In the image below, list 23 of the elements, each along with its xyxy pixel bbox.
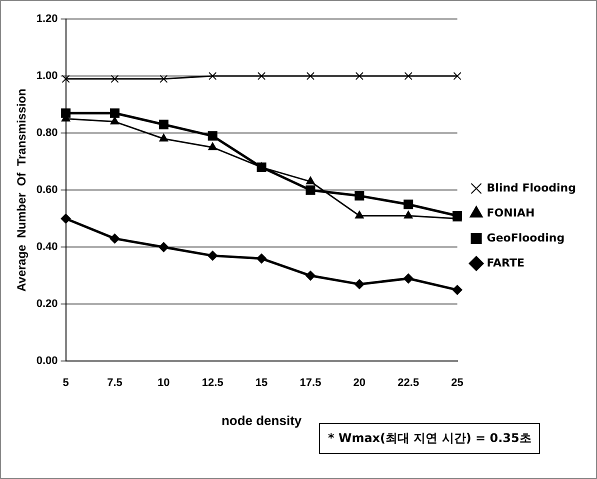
x-tick-label: 12.5 (202, 376, 224, 389)
legend-label: FARTE (486, 256, 525, 270)
legend-label: Blind Flooding (486, 181, 576, 194)
legend-label: FONIAH (486, 206, 535, 220)
x-tick-label: 20 (353, 376, 366, 389)
y-tick-label: 1.20 (36, 13, 58, 26)
y-tick-label: 0.40 (36, 241, 58, 254)
y-tick-label: 0.20 (36, 298, 58, 310)
x-tick-label: 15 (255, 376, 268, 389)
x-tick-label: 17.5 (300, 376, 322, 389)
legend-label: GeoFlooding (486, 231, 565, 244)
x-tick-label: 7.5 (107, 376, 122, 389)
x-tick-label: 10 (158, 376, 170, 389)
x-tick-label: 22.5 (398, 376, 420, 389)
x-axis-title: node density (221, 412, 302, 428)
y-tick-label: 0.00 (36, 355, 58, 368)
text: * Wmax(최대 지연 시간) = 0.35초 (319, 423, 540, 454)
y-tick-label: 0.80 (36, 127, 58, 140)
x-tick-label: 5 (62, 376, 69, 389)
y-tick-label: 1.00 (36, 70, 58, 82)
y-axis-title: Average Number Of Transmission (14, 88, 29, 292)
x-tick-label: 25 (451, 376, 464, 389)
y-tick-label: 0.60 (36, 184, 58, 196)
